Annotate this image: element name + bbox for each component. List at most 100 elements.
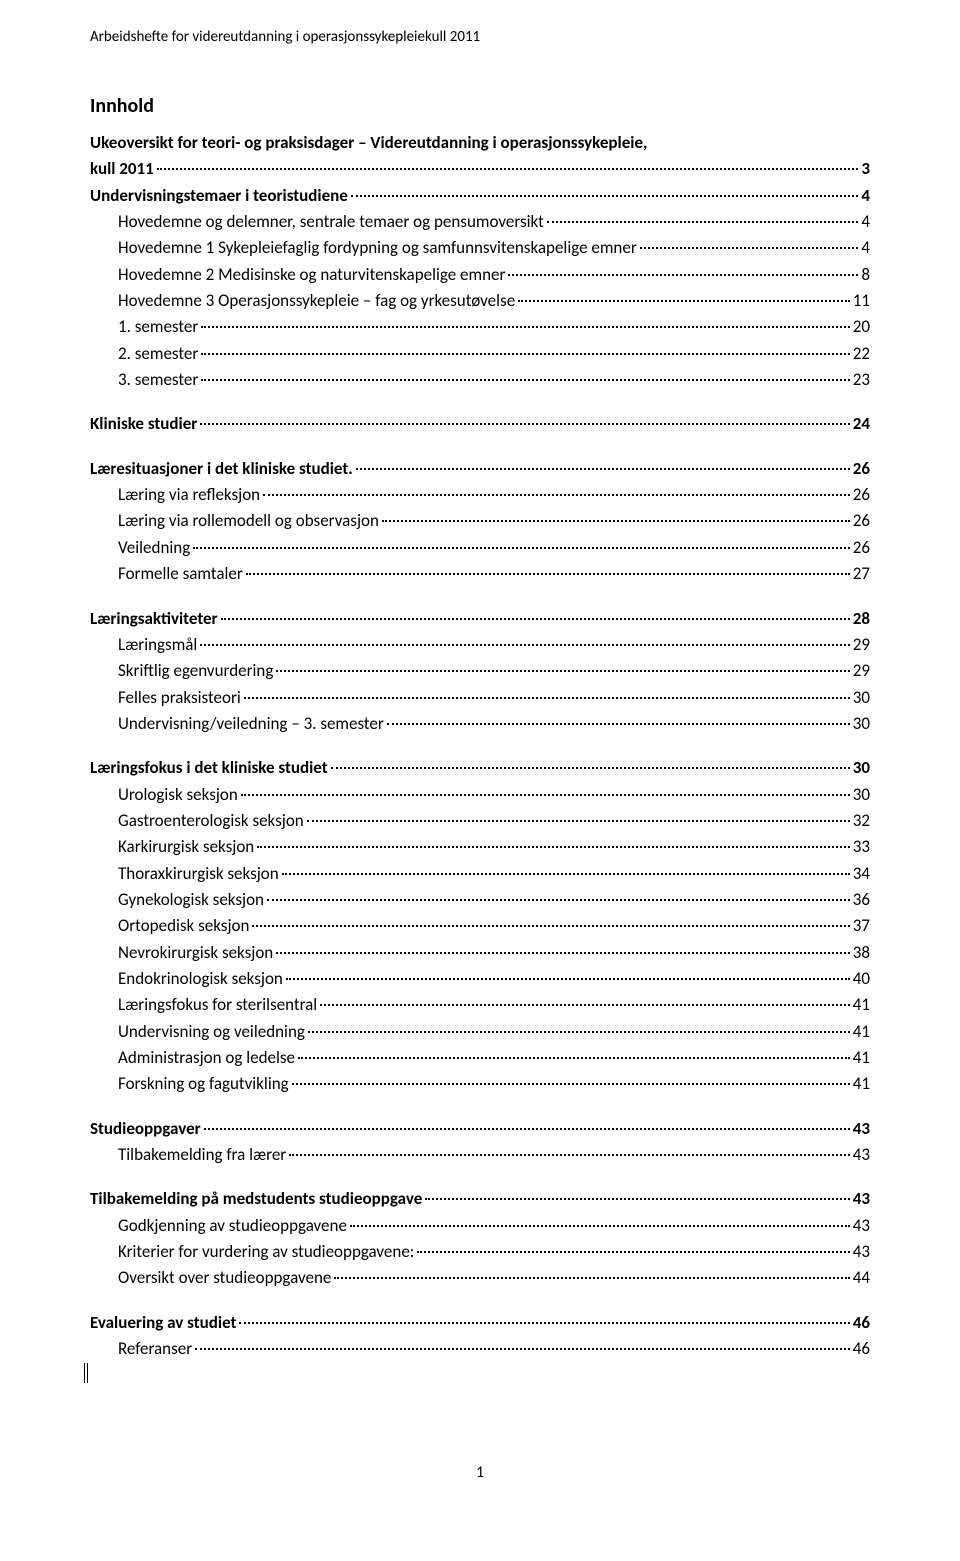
- toc-entry-label: 1. semester: [90, 314, 198, 340]
- toc-list: Undervisningstemaer i teoristudiene 4Hov…: [90, 183, 870, 1363]
- toc-entry-label: Læringsfokus for sterilsentral: [90, 992, 317, 1018]
- toc-row: Evaluering av studiet 46: [90, 1310, 870, 1336]
- toc-leader: [276, 670, 849, 672]
- toc-row: Referanser 46: [90, 1336, 870, 1362]
- toc-entry-label: Forskning og fagutvikling: [90, 1071, 289, 1097]
- toc-row: Forskning og fagutvikling 41: [90, 1071, 870, 1097]
- toc-entry-label: Læresituasjoner i det kliniske studiet.: [90, 456, 353, 482]
- toc-leader: [257, 846, 850, 848]
- toc-first-line2: kull 2011: [90, 156, 154, 182]
- toc-leader: [200, 423, 849, 425]
- toc-leader: [298, 1057, 850, 1059]
- toc-entry-label: Hovedemne og delemner, sentrale temaer o…: [90, 209, 544, 235]
- toc-entry-label: Hovedemne 1 Sykepleiefaglig fordypning o…: [90, 235, 637, 261]
- toc-entry-label: Hovedemne 3 Operasjonssykepleie – fag og…: [90, 288, 515, 314]
- toc-leader: [282, 873, 850, 875]
- toc-entry-label: Tilbakemelding på medstudents studieoppg…: [90, 1186, 422, 1212]
- toc-leader: [286, 978, 850, 980]
- toc-leader: [201, 379, 850, 381]
- toc-page-number: 4: [861, 209, 870, 235]
- toc-leader: [307, 820, 850, 822]
- toc-row: Gynekologisk seksjon 36: [90, 887, 870, 913]
- toc-leader: [201, 326, 850, 328]
- toc-row: Studieoppgaver 43: [90, 1116, 870, 1142]
- toc-row: 3. semester 23: [90, 367, 870, 393]
- toc-entry-label: Undervisning og veiledning: [90, 1019, 305, 1045]
- toc-row: Skriftlig egenvurdering 29: [90, 658, 870, 684]
- toc-page-number: 38: [853, 940, 870, 966]
- document-header: Arbeidshefte for videreutdanning i opera…: [90, 28, 870, 46]
- toc-page-number: 23: [853, 367, 870, 393]
- toc-row: Nevrokirurgisk seksjon 38: [90, 940, 870, 966]
- toc-page-number: 28: [853, 606, 870, 632]
- toc-page-number: 44: [853, 1265, 870, 1291]
- toc-leader: [350, 1225, 850, 1227]
- toc-row: Endokrinologisk seksjon 40: [90, 966, 870, 992]
- toc-page-number: 11: [853, 288, 870, 314]
- toc-entry-label: Oversikt over studieoppgavene: [90, 1265, 331, 1291]
- toc-leader: [241, 794, 850, 796]
- toc-entry-label: Kliniske studier: [90, 411, 197, 437]
- document-page: Arbeidshefte for videreutdanning i opera…: [0, 0, 960, 1522]
- toc-page-number: 26: [853, 535, 870, 561]
- toc-leader: [289, 1154, 850, 1156]
- toc-page-number: 41: [853, 1019, 870, 1045]
- toc-entry-label: Felles praksisteori: [90, 685, 241, 711]
- toc-row: 1. semester 20: [90, 314, 870, 340]
- toc-row: Formelle samtaler 27: [90, 561, 870, 587]
- toc-row: Veiledning 26: [90, 535, 870, 561]
- toc-page-number: 32: [853, 808, 870, 834]
- toc-entry-label: Læring via refleksjon: [90, 482, 260, 508]
- toc-entry-label: Formelle samtaler: [90, 561, 243, 587]
- toc-entry-label: Kriterier for vurdering av studieoppgave…: [90, 1239, 414, 1265]
- toc-page-number: 4: [861, 235, 870, 261]
- toc-row: 2. semester 22: [90, 341, 870, 367]
- toc-leader: [252, 925, 849, 927]
- toc-entry-label: 2. semester: [90, 341, 198, 367]
- toc-leader: [157, 168, 859, 170]
- toc-page-number: 43: [853, 1213, 870, 1239]
- toc-leader: [204, 1128, 850, 1130]
- toc-page-number: 30: [853, 685, 870, 711]
- toc-leader: [201, 353, 850, 355]
- toc-leader: [193, 547, 850, 549]
- toc-row: Hovedemne 1 Sykepleiefaglig fordypning o…: [90, 235, 870, 261]
- toc-leader: [267, 899, 850, 901]
- toc-page-number: 20: [853, 314, 870, 340]
- toc-entry-label: Veiledning: [90, 535, 190, 561]
- toc-row: Hovedemne 3 Operasjonssykepleie – fag og…: [90, 288, 870, 314]
- toc-entry-label: Endokrinologisk seksjon: [90, 966, 283, 992]
- toc-entry-label: Læringsaktiviteter: [90, 606, 218, 632]
- toc-leader: [351, 195, 859, 197]
- toc-page-number: 29: [853, 632, 870, 658]
- toc-entry-label: Undervisning/veiledning – 3. semester: [90, 711, 384, 737]
- toc-row: Læring via rollemodell og observasjon 26: [90, 508, 870, 534]
- toc-page-number: 41: [853, 1071, 870, 1097]
- toc-page-number: 27: [853, 561, 870, 587]
- toc-title: Innhold: [90, 94, 870, 118]
- toc-leader: [382, 520, 850, 522]
- toc-entry-label: Tilbakemelding fra lærer: [90, 1142, 286, 1168]
- toc-leader: [221, 618, 850, 620]
- toc-page-number: 29: [853, 658, 870, 684]
- toc-page-number: 26: [853, 508, 870, 534]
- toc-entry-label: Undervisningstemaer i teoristudiene: [90, 183, 348, 209]
- toc-entry-label: Skriftlig egenvurdering: [90, 658, 273, 684]
- toc-leader: [308, 1031, 850, 1033]
- toc-page-number: 46: [853, 1336, 870, 1362]
- toc-entry-label: 3. semester: [90, 367, 198, 393]
- toc-entry-label: Referanser: [90, 1336, 192, 1362]
- toc-entry-label: Læringsmål: [90, 632, 197, 658]
- toc-row: Undervisningstemaer i teoristudiene 4: [90, 183, 870, 209]
- toc-page-number: 41: [853, 1045, 870, 1071]
- toc-page-number: 43: [853, 1142, 870, 1168]
- toc-entry-label: Læringsfokus i det kliniske studiet: [90, 755, 328, 781]
- toc-entry-label: Studieoppgaver: [90, 1116, 201, 1142]
- toc-row: Læringsfokus for sterilsentral 41: [90, 992, 870, 1018]
- toc-leader: [246, 573, 850, 575]
- toc-row: Hovedemne og delemner, sentrale temaer o…: [90, 209, 870, 235]
- toc-entry-label: Læring via rollemodell og observasjon: [90, 508, 379, 534]
- toc-page-number: 40: [853, 966, 870, 992]
- toc-page-number: 4: [861, 183, 870, 209]
- toc-row: Undervisning og veiledning 41: [90, 1019, 870, 1045]
